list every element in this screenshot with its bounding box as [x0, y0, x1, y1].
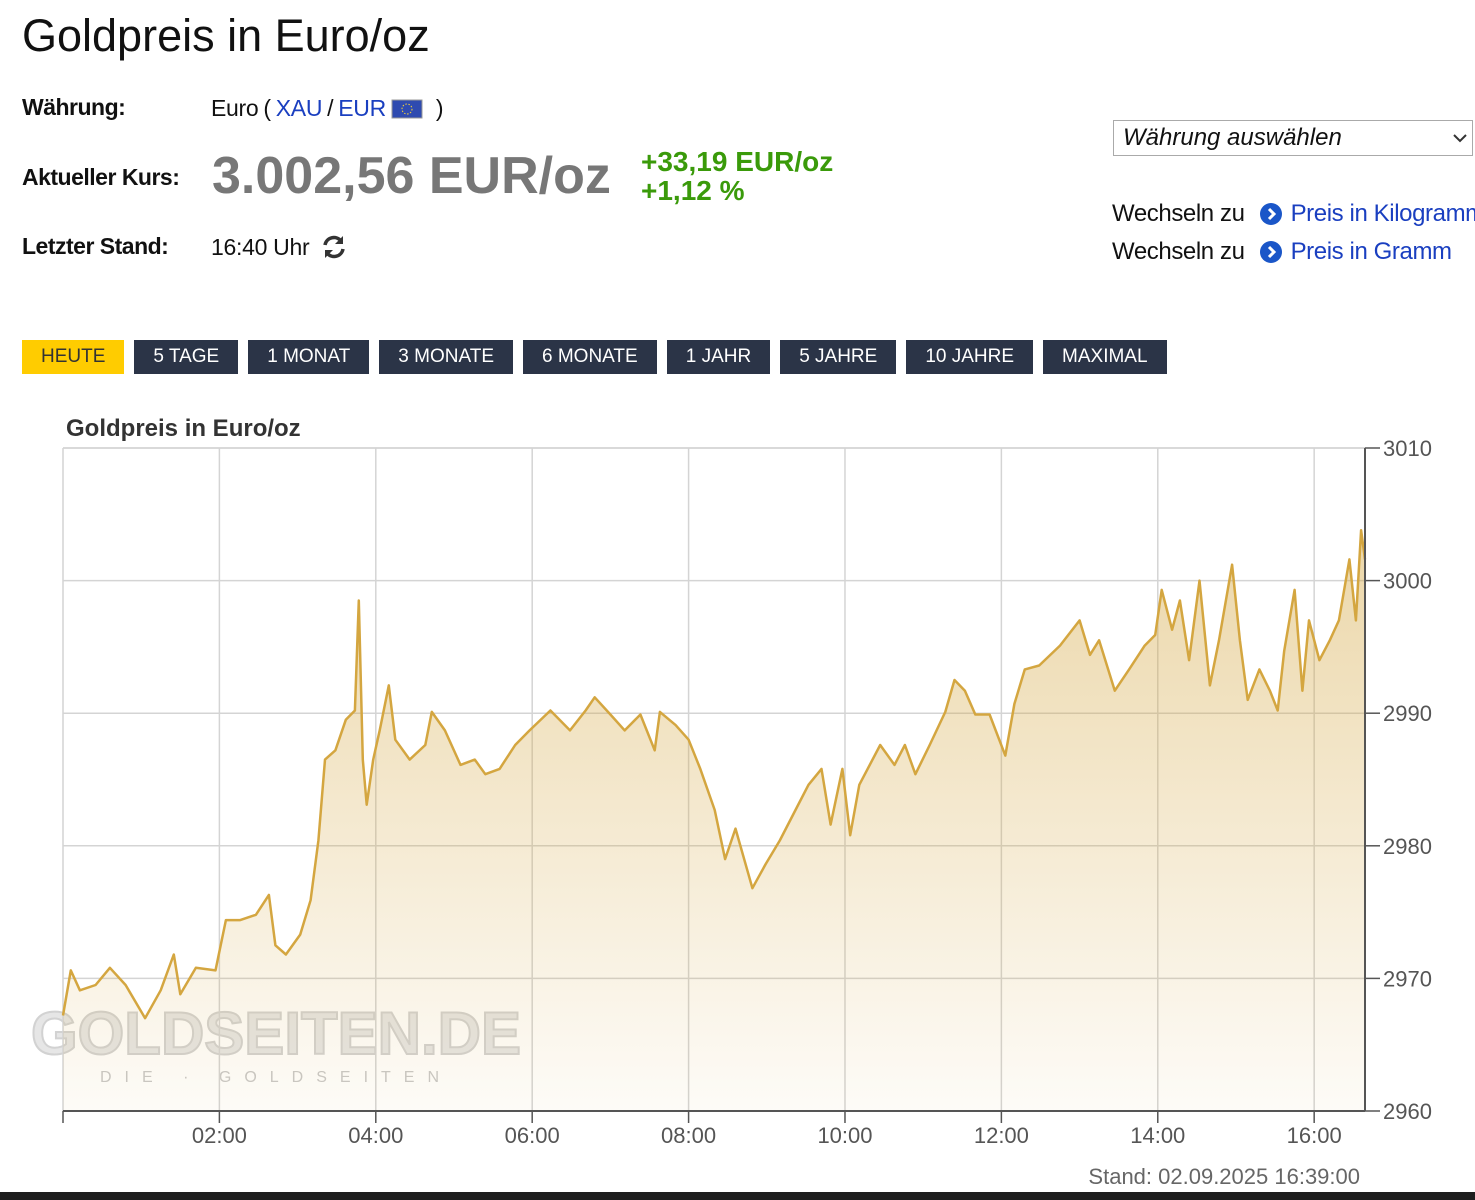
text: /: [327, 95, 334, 121]
eu-flag: [391, 99, 423, 118]
tab[interactable]: MAXIMAL: [1043, 340, 1167, 374]
chart-footer: Stand: 02.09.2025 16:39:00: [1088, 1164, 1360, 1189]
label: Währung:: [22, 94, 126, 120]
label: Letzter Stand:: [22, 233, 169, 259]
tab[interactable]: 3 MONATE: [379, 340, 513, 374]
arrow-icon: [1259, 241, 1282, 263]
currency-select[interactable]: Währung auswählen: [1113, 120, 1473, 156]
x-tick-label: 16:00: [1287, 1123, 1342, 1148]
y-tick-label: 2990: [1383, 701, 1432, 726]
chevron: [1453, 134, 1467, 143]
link[interactable]: EUR: [338, 95, 386, 121]
tab[interactable]: 5 JAHRE: [780, 340, 897, 374]
link[interactable]: Preis in Kilogramm: [1290, 200, 1475, 227]
tab[interactable]: HEUTE: [22, 340, 125, 374]
x-tick-label: 02:00: [192, 1123, 247, 1148]
x-tick-label: 14:00: [1130, 1123, 1185, 1148]
x-tick-label: 04:00: [348, 1123, 403, 1148]
y-tick-label: 2970: [1383, 966, 1432, 991]
tab[interactable]: 10 JAHRE: [906, 340, 1034, 374]
currency-name: Euro: [211, 95, 259, 121]
switch-row: Wechseln zu Preis in Kilogramm: [1112, 195, 1475, 233]
change-abs: +33,19 EUR/oz: [641, 146, 834, 177]
text: ): [435, 95, 444, 121]
tab[interactable]: 6 MONATE: [523, 340, 657, 374]
arrow-icon: [1259, 203, 1282, 225]
prefix: Wechseln zu: [1112, 238, 1245, 265]
currency-row: Euro ( XAU / EUR ): [211, 95, 444, 122]
link[interactable]: XAU: [275, 95, 323, 121]
bottom-bar: [0, 1192, 1475, 1200]
page-title: Goldpreis in Euro/oz: [22, 10, 430, 61]
label: Aktueller Kurs:: [22, 164, 180, 190]
y-tick-label: 2960: [1383, 1099, 1432, 1124]
x-tick-label: 12:00: [974, 1123, 1029, 1148]
tab[interactable]: 5 TAGE: [134, 340, 239, 374]
x-tick-label: 08:00: [661, 1123, 716, 1148]
chart-title: Goldpreis in Euro/oz: [66, 415, 301, 442]
tab-bar: HEUTE 5 TAGE 1 MONAT 3 MONATE 6 MONATE 1 JAHR…: [22, 340, 1177, 374]
select-text: Währung auswählen: [1123, 124, 1342, 151]
area: [63, 530, 1365, 1111]
x-tick-label: 10:00: [817, 1123, 872, 1148]
price: 3.002,56 EUR/oz: [212, 147, 611, 205]
switch-links: Wechseln zu Preis in Kilogramm Wechseln …: [1112, 195, 1475, 271]
prefix: Wechseln zu: [1112, 200, 1245, 227]
x-tick-label: 06:00: [505, 1123, 560, 1148]
change: +33,19 EUR/oz +1,12 %: [641, 147, 833, 205]
y-tick-label: 2980: [1383, 834, 1432, 859]
y-tick-label: 3010: [1383, 436, 1432, 461]
text: (: [263, 95, 271, 121]
change-pct: +1,12 %: [641, 175, 745, 206]
y-tick-label: 3000: [1383, 569, 1432, 594]
time: 16:40 Uhr: [211, 234, 310, 260]
refresh-icon[interactable]: [321, 234, 347, 260]
link[interactable]: Preis in Gramm: [1290, 238, 1452, 265]
tab[interactable]: 1 JAHR: [666, 340, 771, 374]
line: [61, 528, 1367, 1020]
switch-row: Wechseln zu Preis in Gramm: [1112, 233, 1475, 271]
tab[interactable]: 1 MONAT: [248, 340, 370, 374]
